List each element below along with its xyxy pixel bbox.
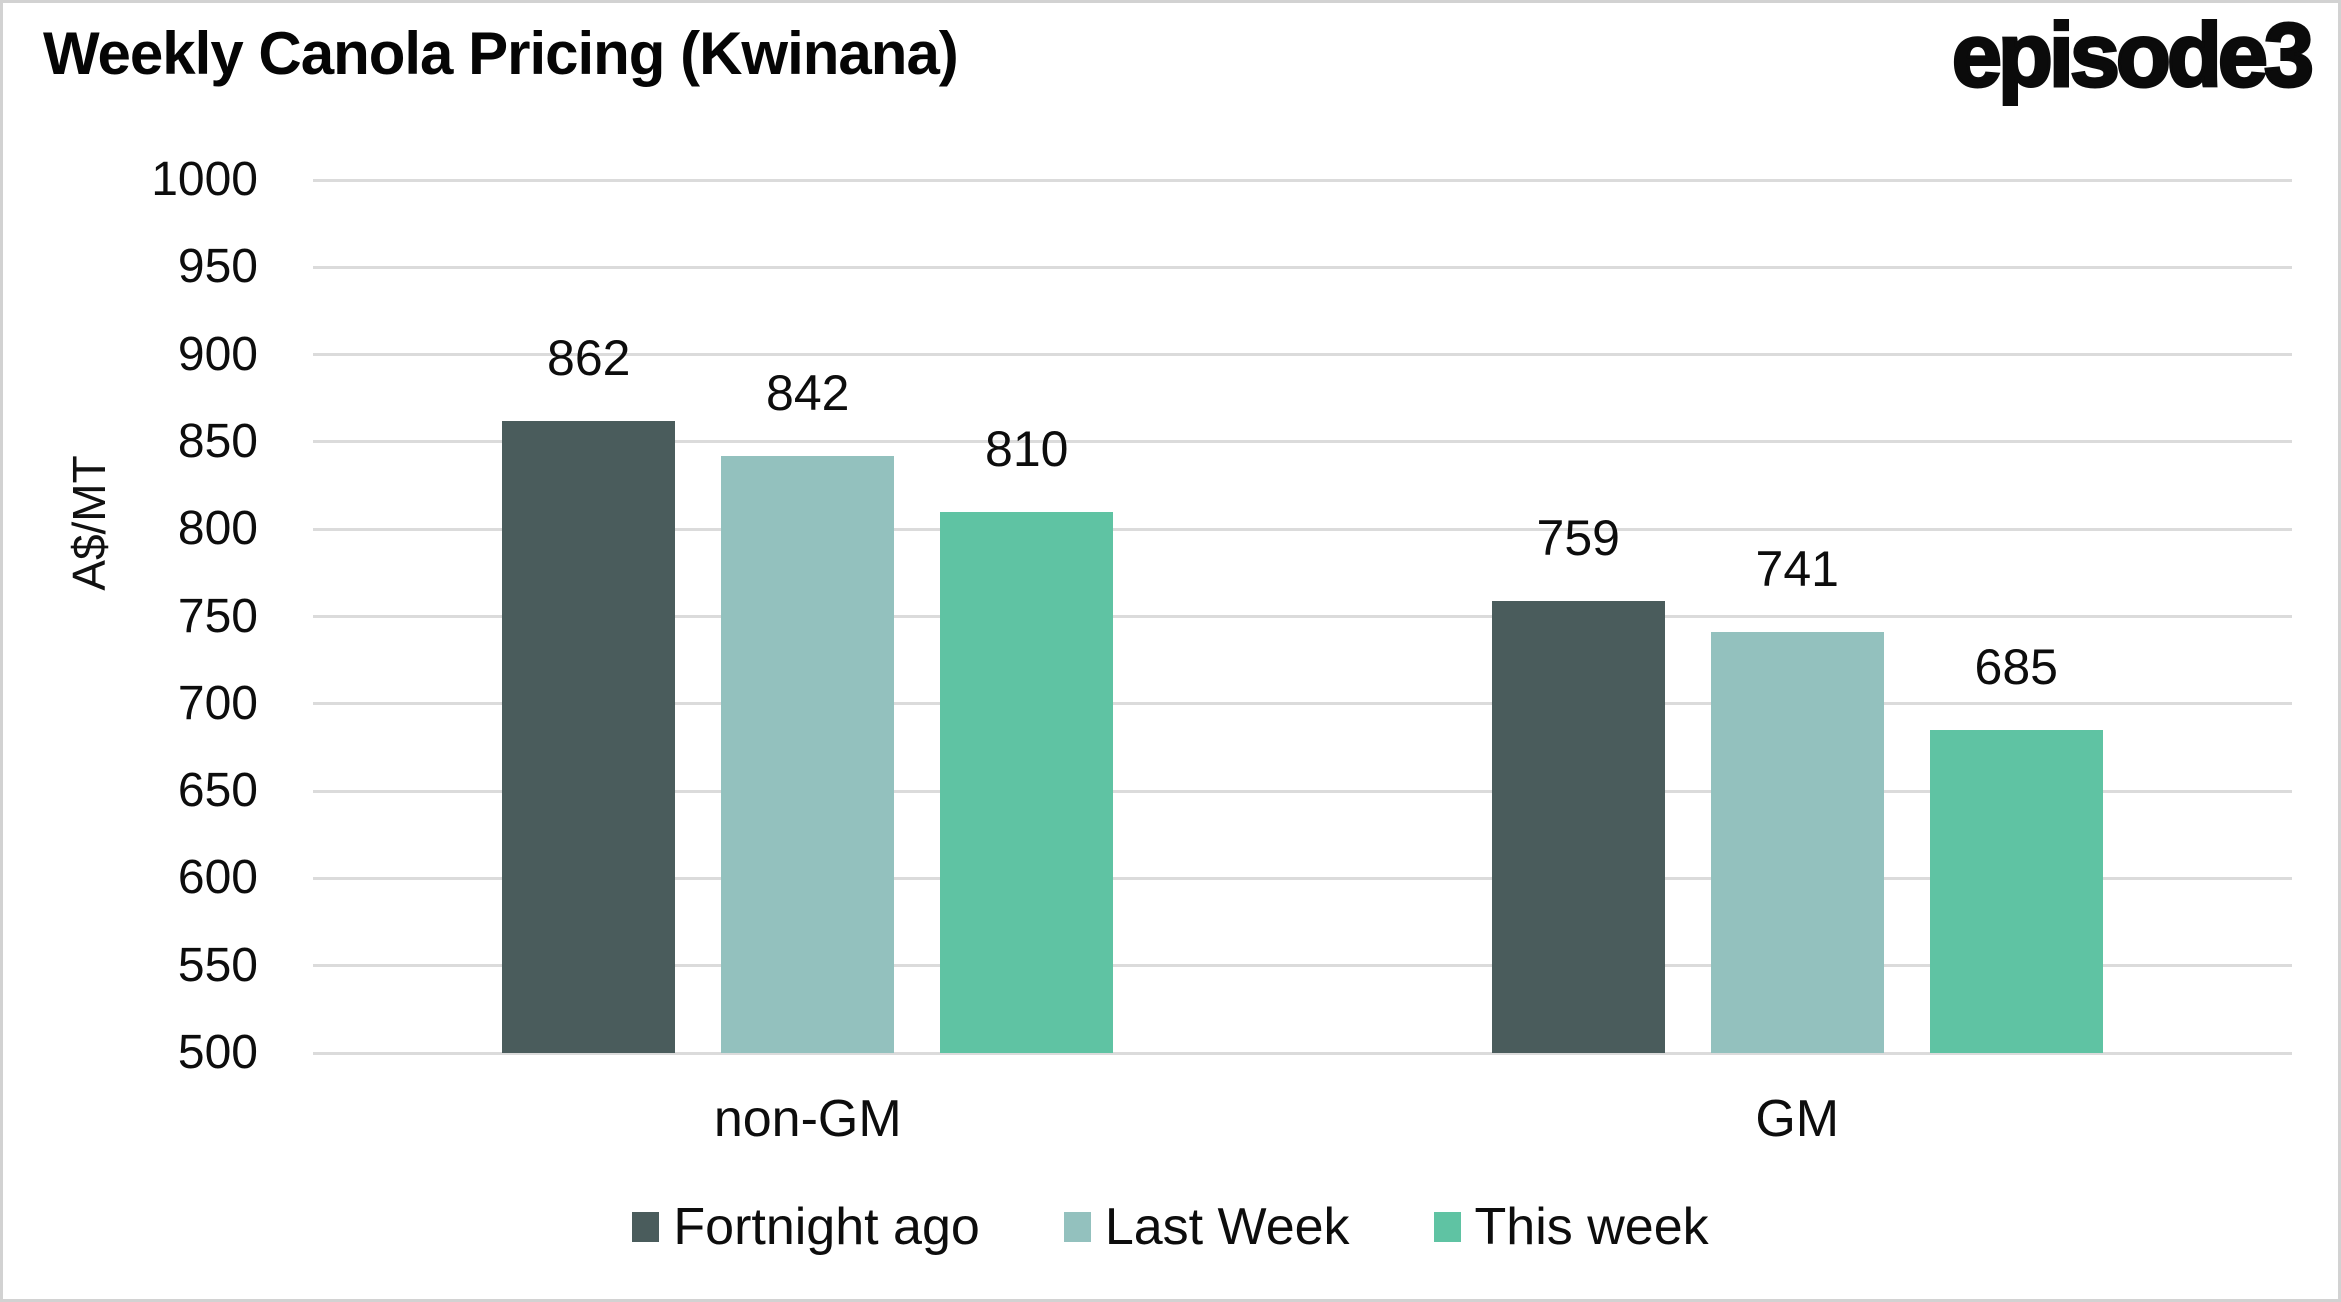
y-tick-label: 900: [177, 327, 258, 381]
bar-fortnight-ago-non-gm: [502, 420, 676, 1053]
bar-value-label: 842: [766, 364, 850, 421]
x-category-label-gm: GM: [1755, 1090, 1840, 1148]
gridline: [313, 178, 2292, 182]
legend-label: Last Week: [1104, 1198, 1350, 1256]
bar-fortnight-ago-gm: [1491, 600, 1665, 1053]
y-tick-label: 850: [177, 414, 258, 468]
legend-item-last-week: Last Week: [1063, 1197, 1350, 1257]
bar-value-label: 741: [1755, 541, 1839, 598]
x-category-label-non-gm: non-GM: [713, 1090, 902, 1148]
gridline: [313, 440, 2292, 444]
bar-last-week-non-gm: [721, 455, 895, 1053]
bar-value-label: 862: [547, 329, 631, 386]
legend-item-fortnight-ago: Fortnight ago: [632, 1197, 980, 1257]
gridline: [313, 615, 2292, 618]
y-tick-label: 1000: [151, 153, 258, 206]
chart-title: Weekly Canola Pricing (Kwinana): [43, 20, 959, 87]
bar-this-week-non-gm: [940, 511, 1114, 1053]
y-tick-label: 550: [177, 938, 258, 992]
legend-item-this-week: This week: [1433, 1197, 1709, 1257]
y-tick-label: 500: [177, 1026, 258, 1079]
y-tick-label: 950: [177, 240, 258, 294]
bar-value-label: 810: [985, 420, 1069, 477]
gridline: [313, 964, 2292, 968]
y-tick-label: 600: [177, 851, 258, 905]
bar-this-week-gm: [1929, 729, 2103, 1053]
y-tick-label: 650: [177, 764, 258, 818]
gridline: [313, 265, 2292, 269]
gridline: [313, 876, 2292, 880]
episode3-logo: episode3: [1950, 6, 2315, 106]
gridline: [313, 1051, 2292, 1055]
gridline: [313, 353, 2292, 357]
bar-value-label: 759: [1536, 509, 1620, 566]
gridline: [313, 702, 2292, 706]
y-tick-label: 800: [177, 502, 258, 556]
legend-swatch-this-week-icon: [1433, 1212, 1461, 1242]
bar-value-label: 685: [1974, 638, 2058, 695]
legend-label: Fortnight ago: [673, 1198, 980, 1256]
legend-swatch-last-week-icon: [1063, 1212, 1091, 1242]
y-tick-label: 700: [177, 676, 258, 730]
legend: Fortnight ago Last Week This week: [3, 1195, 2338, 1259]
gridline: [313, 527, 2292, 531]
bar-last-week-gm: [1710, 632, 1884, 1053]
legend-swatch-fortnight-ago-icon: [632, 1212, 660, 1242]
legend-label: This week: [1474, 1198, 1709, 1256]
gridline: [313, 789, 2292, 793]
plot-area: 500 550 600 650 700 750 800 850 900 950 1000 862 842…: [151, 155, 2292, 1147]
y-tick-label: 750: [177, 589, 258, 643]
